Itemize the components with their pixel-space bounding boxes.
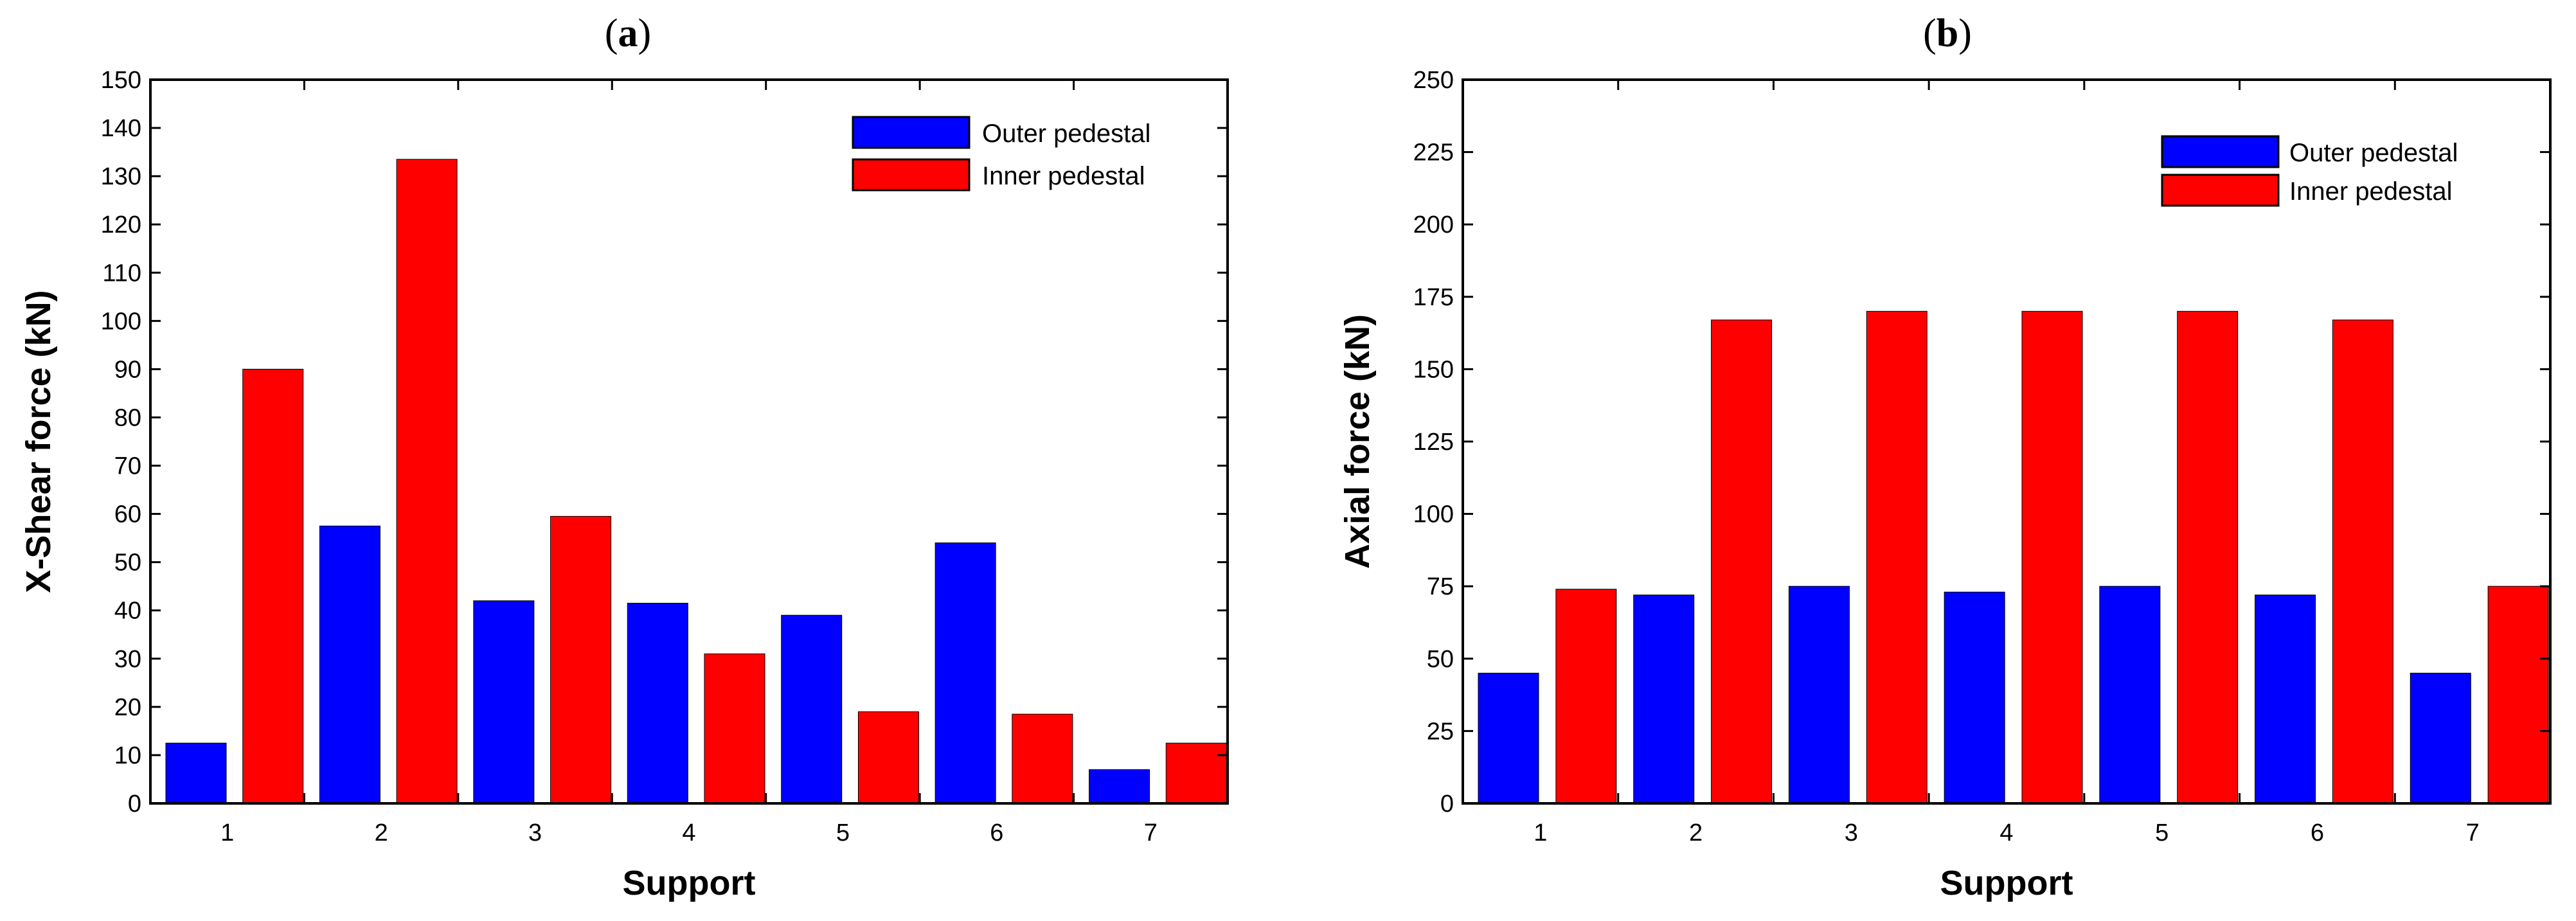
- a-ytick-label: 140: [101, 115, 141, 142]
- a-ytick-label: 60: [114, 501, 141, 528]
- a-bar-outer-6: [935, 542, 996, 804]
- a-bar-inner-6: [1012, 713, 1073, 804]
- b-xtick-label: 2: [1689, 819, 1703, 846]
- panel-a-y-axis-title: X-Shear force (kN): [19, 290, 58, 593]
- chart-panel-a: (a) 010203040506070809010011012013014015…: [19, 12, 1229, 902]
- a-ytick-label: 150: [101, 67, 141, 94]
- panel-b-legend-label-inner: Inner pedestal: [2289, 177, 2453, 206]
- a-bar-inner-7: [1165, 742, 1227, 804]
- b-bar-inner-2: [1711, 319, 1773, 804]
- a-ytick-label: 80: [114, 404, 141, 431]
- panel-b-legend-swatch-outer: [2161, 135, 2280, 168]
- a-ytick-label: 100: [101, 308, 141, 335]
- a-xtick-label: 3: [528, 819, 542, 846]
- panel-a-ticks: 0 10 20 30 40 50 60 70 80 90 100 110 120 130 140 150 1 2 3…: [101, 67, 1228, 846]
- a-ytick-label: 120: [101, 211, 141, 238]
- panel-b-ticks: 0 25 50 75 100 125 150 175 200 225 250 1 2 3 4 5 6 7: [1413, 67, 2550, 846]
- panel-b-legend: Outer pedestal Inner pedestal: [2161, 135, 2458, 207]
- b-ytick-label: 150: [1413, 356, 1454, 383]
- b-ytick-label: 0: [1440, 791, 1454, 818]
- b-bar-inner-3: [1866, 310, 1928, 804]
- b-ytick-label: 250: [1413, 67, 1454, 94]
- a-ytick-label: 0: [128, 791, 141, 818]
- b-bar-outer-6: [2255, 595, 2316, 804]
- b-ytick-label: 25: [1427, 718, 1454, 745]
- a-xtick-label: 5: [836, 819, 850, 846]
- panel-b-legend-swatch-inner: [2161, 174, 2280, 207]
- panel-b-x-axis-title: Support: [1940, 864, 2073, 902]
- a-bar-outer-7: [1089, 769, 1150, 804]
- a-xtick-label: 2: [375, 819, 388, 846]
- a-bar-inner-1: [242, 368, 304, 804]
- panel-b-plot-frame: [1462, 78, 2552, 805]
- b-bar-inner-6: [2332, 319, 2393, 804]
- b-bar-outer-7: [2410, 672, 2471, 804]
- b-xtick-label: 7: [2466, 819, 2480, 846]
- b-ytick-label: 100: [1413, 501, 1454, 528]
- a-ytick-label: 90: [114, 356, 141, 383]
- panel-a-title: (a): [605, 12, 651, 55]
- a-bar-inner-5: [857, 711, 919, 804]
- panel-a-legend-label-inner: Inner pedestal: [982, 162, 1145, 190]
- b-bar-inner-7: [2487, 586, 2549, 804]
- b-bar-outer-4: [1944, 591, 2005, 804]
- a-bar-outer-2: [319, 525, 380, 804]
- b-xtick-label: 3: [1845, 819, 1858, 846]
- b-ytick-label: 225: [1413, 139, 1454, 166]
- a-bar-inner-2: [396, 159, 458, 804]
- a-bar-outer-4: [627, 602, 688, 804]
- a-ytick-label: 70: [114, 453, 141, 480]
- b-bar-outer-3: [1788, 586, 1850, 804]
- panel-a-bars: [165, 159, 1227, 804]
- b-bar-outer-1: [1478, 672, 1539, 804]
- a-ytick-label: 30: [114, 646, 141, 673]
- a-bar-inner-4: [704, 653, 765, 804]
- a-xtick-label: 1: [220, 819, 234, 846]
- b-xtick-label: 1: [1534, 819, 1547, 846]
- a-ytick-label: 110: [102, 260, 141, 287]
- b-xtick-label: 5: [2155, 819, 2169, 846]
- b-bar-inner-1: [1555, 589, 1617, 804]
- panel-a-legend-swatch-inner: [852, 158, 970, 192]
- b-ytick-label: 75: [1427, 573, 1454, 600]
- b-xtick-label: 4: [1999, 819, 2013, 846]
- panel-a-plot-frame: [149, 78, 1229, 805]
- a-bar-inner-3: [550, 515, 612, 804]
- panel-b-y-axis-title: Axial force (kN): [1338, 314, 1377, 569]
- panel-a-x-axis-title: Support: [623, 864, 756, 902]
- b-ytick-label: 125: [1413, 429, 1454, 456]
- panel-a-legend-swatch-outer: [852, 116, 970, 149]
- a-xtick-label: 4: [682, 819, 695, 846]
- panel-b-legend-label-outer: Outer pedestal: [2289, 139, 2458, 167]
- b-bar-outer-2: [1633, 595, 1695, 804]
- b-ytick-label: 50: [1427, 646, 1454, 673]
- b-bar-inner-5: [2177, 310, 2239, 804]
- a-xtick-label: 6: [990, 819, 1003, 846]
- b-bar-inner-4: [2021, 310, 2083, 804]
- panel-a-legend-label-outer: Outer pedestal: [982, 120, 1150, 148]
- panel-b-title: (b): [1923, 12, 1972, 55]
- b-ytick-label: 175: [1413, 284, 1454, 311]
- a-ytick-label: 10: [114, 742, 141, 769]
- panel-b-bars: [1478, 310, 2549, 804]
- a-ytick-label: 130: [101, 163, 141, 190]
- a-ytick-label: 50: [114, 550, 141, 577]
- a-ytick-label: 20: [114, 694, 141, 721]
- a-xtick-label: 7: [1144, 819, 1158, 846]
- b-xtick-label: 6: [2311, 819, 2324, 846]
- b-ytick-label: 200: [1413, 211, 1454, 238]
- b-bar-outer-5: [2099, 586, 2161, 804]
- a-bar-outer-5: [781, 614, 843, 804]
- a-bar-outer-1: [165, 742, 227, 804]
- a-ytick-label: 40: [114, 598, 141, 625]
- panel-a-legend: Outer pedestal Inner pedestal: [852, 116, 1150, 192]
- a-bar-outer-3: [473, 600, 535, 804]
